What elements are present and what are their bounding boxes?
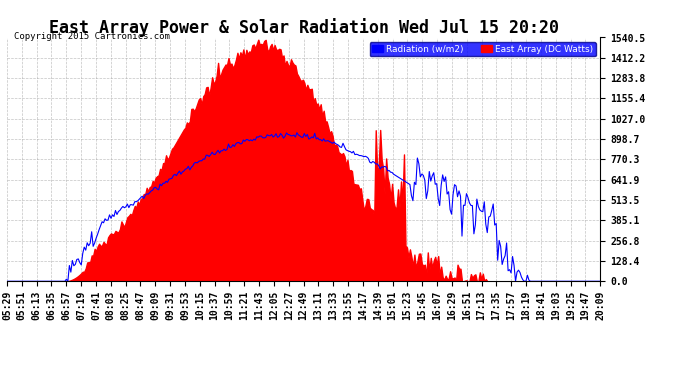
Legend: Radiation (w/m2), East Array (DC Watts): Radiation (w/m2), East Array (DC Watts) xyxy=(370,42,595,56)
Text: Copyright 2015 Cartronics.com: Copyright 2015 Cartronics.com xyxy=(14,32,170,41)
Title: East Array Power & Solar Radiation Wed Jul 15 20:20: East Array Power & Solar Radiation Wed J… xyxy=(48,18,559,38)
